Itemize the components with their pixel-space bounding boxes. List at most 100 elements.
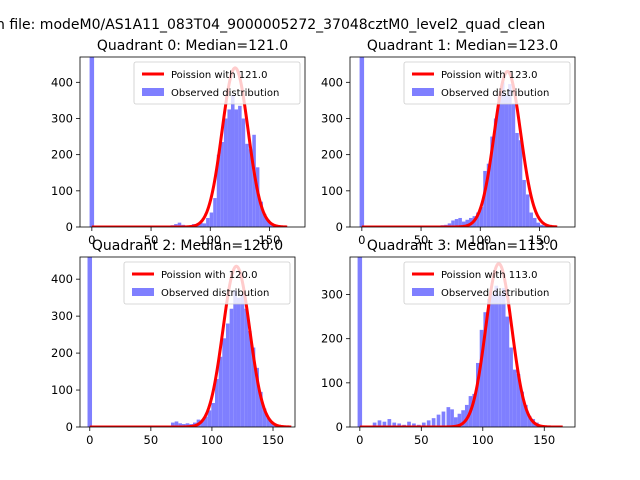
observed-bar bbox=[527, 415, 532, 427]
observed-bar bbox=[236, 297, 241, 427]
observed-bar bbox=[225, 323, 230, 427]
observed-bar bbox=[472, 393, 477, 427]
legend-poisson-label: Poission with 121.0 bbox=[171, 70, 267, 81]
x-tick-label: 50 bbox=[144, 433, 159, 447]
observed-bar bbox=[441, 411, 446, 427]
observed-bar bbox=[216, 154, 221, 227]
legend: Poission with 121.0 Observed distribution bbox=[133, 61, 301, 105]
y-tick-label: 0 bbox=[66, 420, 73, 434]
observed-bar bbox=[206, 217, 210, 227]
observed-bar bbox=[171, 422, 175, 427]
legend-observed-swatch bbox=[132, 288, 154, 296]
observed-bar bbox=[407, 421, 411, 427]
y-tick-label: 200 bbox=[321, 148, 343, 162]
legend: Poission with 113.0 Observed distribution bbox=[403, 261, 571, 305]
legend-poisson-label: Poission with 113.0 bbox=[441, 270, 537, 281]
observed-bar bbox=[372, 422, 377, 427]
observed-bar bbox=[397, 423, 402, 427]
observed-bar bbox=[382, 421, 387, 427]
observed-bar bbox=[465, 219, 470, 227]
y-tick-label: 300 bbox=[321, 288, 343, 302]
observed-bar bbox=[218, 356, 223, 427]
observed-bar bbox=[266, 417, 270, 427]
x-tick-label: 0 bbox=[88, 233, 95, 247]
observed-bar bbox=[500, 82, 505, 227]
observed-bar bbox=[209, 212, 214, 227]
x-tick-label: 0 bbox=[358, 233, 365, 247]
observed-bar bbox=[486, 163, 491, 227]
y-tick-label: 0 bbox=[336, 420, 343, 434]
quadrant-0-panel: 0 50 100 150 0 100 200 300 400 Quadrant 0: Median… bbox=[51, 38, 306, 247]
observed-bar bbox=[490, 136, 494, 227]
observed-bar bbox=[233, 290, 237, 427]
legend-box bbox=[403, 61, 571, 105]
observed-bar bbox=[234, 109, 239, 227]
observed-bar bbox=[476, 212, 480, 227]
quadrant-2-title: Quadrant 2: Median=120.0 bbox=[92, 238, 283, 254]
axes-frame bbox=[349, 56, 576, 228]
observed-bar bbox=[258, 391, 263, 427]
observed-bar bbox=[516, 374, 521, 427]
observed-bar bbox=[247, 330, 252, 427]
legend-poisson-label: Poission with 120.0 bbox=[161, 270, 257, 281]
legend-observed-swatch bbox=[412, 288, 434, 296]
observed-bar bbox=[522, 179, 526, 227]
observed-bar bbox=[185, 423, 190, 427]
x-tick-label: 100 bbox=[472, 433, 494, 447]
observed-bar bbox=[451, 220, 455, 227]
legend-observed-label: Observed distribution bbox=[441, 88, 549, 99]
observed-bar bbox=[454, 219, 459, 227]
poisson-curve bbox=[88, 264, 293, 427]
observed-bar bbox=[501, 287, 506, 427]
observed-bar bbox=[262, 408, 267, 427]
y-tick-label: 200 bbox=[51, 346, 73, 360]
y-tick-label: 100 bbox=[51, 184, 73, 198]
observed-bar bbox=[203, 416, 208, 427]
observed-bar bbox=[248, 149, 253, 227]
observed-bar bbox=[227, 109, 231, 227]
axes-frame bbox=[79, 256, 296, 428]
observed-bar bbox=[490, 294, 495, 427]
axes-frame bbox=[349, 256, 576, 428]
observed-bar bbox=[392, 422, 397, 427]
observed-bar bbox=[515, 132, 519, 227]
y-tick-label: 0 bbox=[336, 220, 343, 234]
observed-bar bbox=[240, 293, 245, 427]
observed-bar bbox=[497, 96, 501, 227]
observed-bar bbox=[487, 298, 491, 427]
quadrant-0-title: Quadrant 0: Median=121.0 bbox=[97, 38, 288, 54]
observed-bar bbox=[213, 198, 217, 227]
observed-bar bbox=[238, 105, 242, 227]
observed-bar bbox=[387, 419, 392, 427]
x-tick-label: 0 bbox=[86, 433, 93, 447]
legend-observed-swatch bbox=[142, 88, 164, 96]
quadrant-2-plot-area bbox=[87, 257, 293, 427]
observed-bar bbox=[476, 362, 480, 427]
observed-bar bbox=[202, 223, 207, 227]
observed-bar bbox=[421, 422, 426, 427]
observed-bar bbox=[244, 308, 248, 427]
legend-observed-label: Observed distribution bbox=[161, 288, 269, 299]
y-tick-label: 100 bbox=[51, 383, 73, 397]
legend-observed-label: Observed distribution bbox=[441, 288, 549, 299]
y-tick-label: 400 bbox=[51, 272, 73, 286]
observed-bar bbox=[505, 316, 510, 427]
observed-bar bbox=[518, 140, 523, 227]
x-tick-label: 100 bbox=[201, 433, 223, 447]
legend-observed-label: Observed distribution bbox=[171, 88, 279, 99]
observed-bar bbox=[377, 420, 382, 427]
y-tick-label: 400 bbox=[321, 75, 343, 89]
observed-bar bbox=[255, 367, 259, 427]
legend: Poission with 120.0 Observed distribution bbox=[123, 261, 291, 305]
observed-bar bbox=[436, 414, 441, 427]
observed-bar bbox=[504, 94, 509, 227]
observed-bar bbox=[536, 222, 541, 227]
observed-bar bbox=[431, 418, 436, 427]
observed-bar bbox=[479, 207, 484, 227]
observed-bar bbox=[178, 423, 182, 427]
x-tick-label: 50 bbox=[144, 233, 159, 247]
observed-bar bbox=[494, 285, 499, 427]
legend-observed-swatch bbox=[412, 88, 434, 96]
y-tick-label: 400 bbox=[51, 75, 73, 89]
